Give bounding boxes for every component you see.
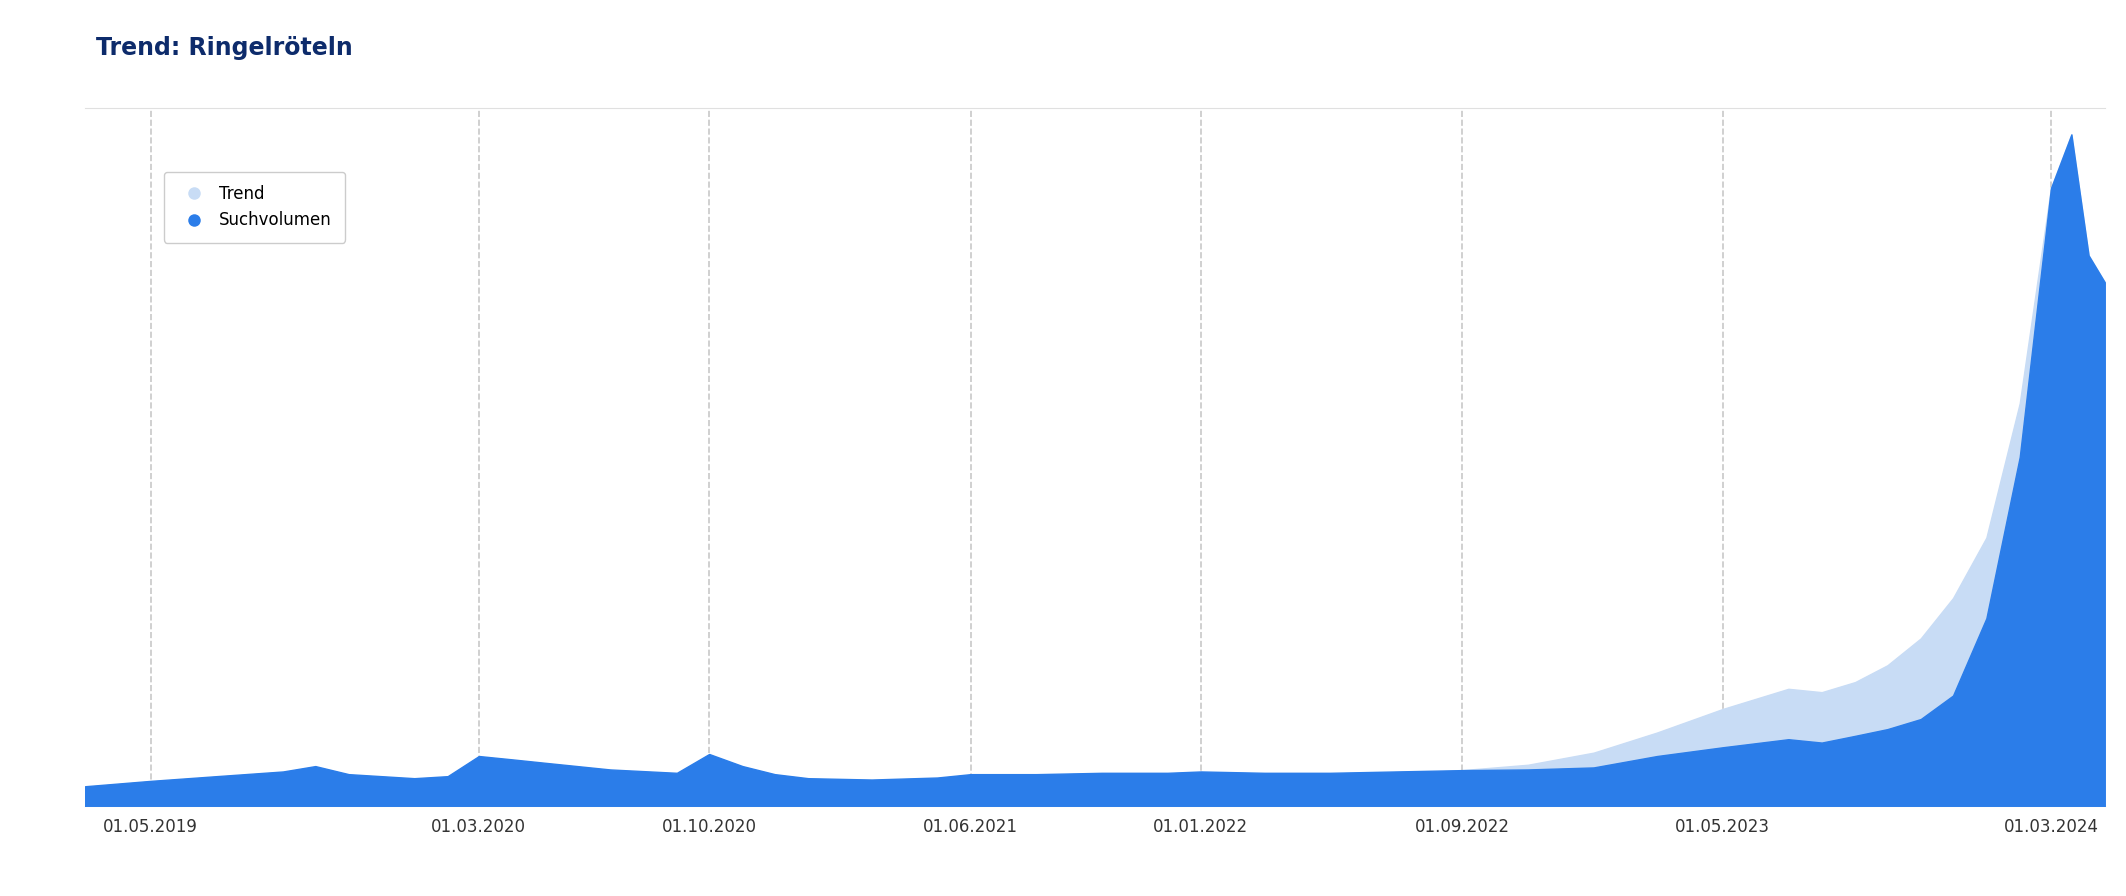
Legend: Trend, Suchvolumen: Trend, Suchvolumen bbox=[164, 172, 344, 243]
Text: Trend: Ringelröteln: Trend: Ringelröteln bbox=[96, 36, 353, 60]
